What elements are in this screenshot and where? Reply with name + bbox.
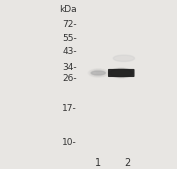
Text: 55-: 55- [62, 33, 77, 43]
Text: 1: 1 [95, 158, 101, 167]
Ellipse shape [110, 69, 133, 77]
FancyBboxPatch shape [108, 69, 135, 77]
Text: 72-: 72- [62, 20, 77, 29]
Ellipse shape [111, 69, 132, 77]
Ellipse shape [91, 70, 106, 76]
Ellipse shape [97, 73, 99, 74]
Text: 34-: 34- [62, 63, 77, 72]
Text: 26-: 26- [62, 74, 77, 83]
Text: 2: 2 [124, 158, 131, 167]
Ellipse shape [93, 71, 103, 75]
Ellipse shape [113, 55, 135, 62]
Ellipse shape [92, 70, 105, 76]
Ellipse shape [96, 72, 101, 74]
Ellipse shape [110, 69, 132, 77]
Text: 17-: 17- [62, 104, 77, 113]
Text: 43-: 43- [62, 47, 77, 56]
Ellipse shape [109, 68, 133, 77]
Ellipse shape [109, 68, 134, 78]
Ellipse shape [88, 69, 108, 77]
Ellipse shape [91, 71, 105, 75]
Ellipse shape [94, 71, 102, 75]
Ellipse shape [89, 69, 107, 77]
Text: 10-: 10- [62, 138, 77, 147]
Text: kDa: kDa [59, 5, 77, 14]
